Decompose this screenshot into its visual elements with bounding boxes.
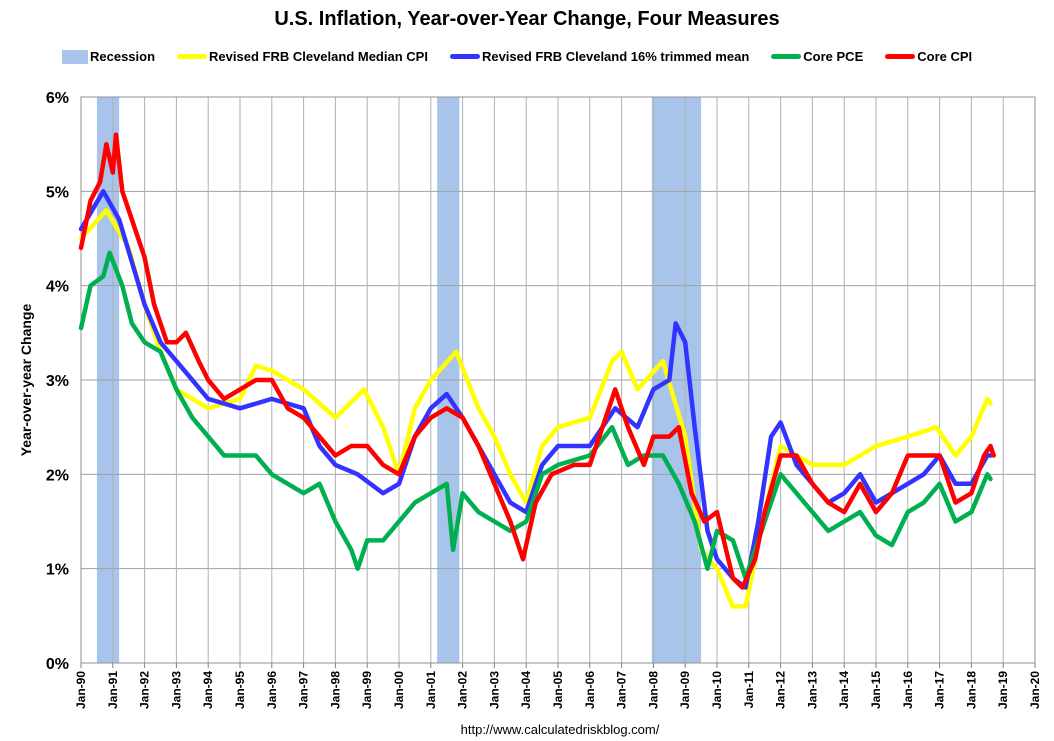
legend-item-core-pce: Core PCE — [771, 49, 863, 64]
legend-label: Core CPI — [917, 49, 973, 64]
x-tick-label: Jan-16 — [901, 671, 915, 709]
x-tick-label: Jan-96 — [265, 671, 279, 709]
x-tick-label: Jan-11 — [742, 671, 756, 709]
y-tick-label: 1% — [46, 562, 69, 579]
x-tick-label: Jan-92 — [138, 671, 152, 709]
x-tick-label: Jan-01 — [424, 671, 438, 709]
series-revised-frb-cleveland-median-cpi — [78, 207, 993, 609]
legend-label: Recession — [90, 49, 156, 64]
x-tick-label: Jan-17 — [933, 671, 947, 709]
series-core-pce — [78, 250, 993, 581]
x-tick-label: Jan-06 — [583, 671, 597, 709]
x-tick-label: Jan-04 — [519, 671, 533, 709]
y-tick-label: 6% — [46, 90, 69, 107]
y-tick-label: 2% — [46, 467, 69, 484]
x-tick-label: Jan-93 — [169, 671, 183, 709]
y-tick-label: 3% — [46, 373, 69, 390]
x-tick-label: Jan-08 — [646, 671, 660, 709]
x-tick-label: Jan-15 — [869, 671, 883, 709]
x-tick-label: Jan-95 — [233, 671, 247, 709]
legend-swatch — [771, 54, 802, 59]
legend-swatch — [449, 54, 480, 59]
x-tick-label: Jan-02 — [456, 671, 470, 709]
series-line — [78, 132, 996, 590]
x-tick-label: Jan-91 — [106, 671, 120, 709]
legend-item-trimmed-mean: Revised FRB Cleveland 16% trimmed mean — [449, 49, 750, 64]
legend: Recession Revised FRB Cleveland Median C… — [62, 49, 972, 64]
series-line — [78, 207, 993, 609]
x-tick-label: Jan-90 — [74, 671, 88, 709]
legend-item-median-cpi: Revised FRB Cleveland Median CPI — [177, 49, 428, 64]
x-tick-label: Jan-00 — [392, 671, 406, 709]
legend-swatch — [62, 49, 88, 64]
legend-item-recession: Recession — [62, 49, 155, 64]
y-axis-label: Year-over-year Change — [18, 304, 34, 457]
x-tick-label: Jan-14 — [837, 671, 851, 709]
x-tick-label: Jan-05 — [551, 671, 565, 709]
legend-label: Core PCE — [803, 49, 864, 64]
x-tick-label: Jan-20 — [1028, 671, 1042, 709]
x-tick-label: Jan-19 — [996, 671, 1010, 709]
x-tick-label: Jan-98 — [328, 671, 342, 709]
x-tick-label: Jan-12 — [774, 671, 788, 709]
legend-swatch — [885, 54, 916, 59]
x-tick-label: Jan-10 — [710, 671, 724, 709]
x-tick-label: Jan-94 — [201, 671, 215, 709]
legend-swatch — [177, 54, 208, 59]
legend-item-core-cpi: Core CPI — [885, 49, 972, 64]
x-tick-label: Jan-07 — [615, 671, 629, 709]
x-tick-label: Jan-97 — [297, 671, 311, 709]
x-tick-label: Jan-03 — [487, 671, 501, 709]
series-line — [78, 250, 993, 581]
x-tick-label: Jan-09 — [678, 671, 692, 709]
series-core-cpi — [78, 132, 996, 590]
x-tick-label: Jan-13 — [805, 671, 819, 709]
x-tick-label: Jan-99 — [360, 671, 374, 709]
x-tick-label: Jan-18 — [964, 671, 978, 709]
source-url: http://www.calculatedriskblog.com/ — [460, 722, 660, 737]
plot-border — [80, 96, 1036, 664]
y-tick-label: 5% — [46, 184, 69, 201]
y-tick-label: 4% — [46, 279, 69, 296]
legend-label: Revised FRB Cleveland Median CPI — [209, 49, 428, 64]
y-tick-label: 0% — [46, 656, 69, 673]
chart-title: U.S. Inflation, Year-over-Year Change, F… — [274, 8, 780, 30]
legend-label: Revised FRB Cleveland 16% trimmed mean — [481, 49, 750, 64]
